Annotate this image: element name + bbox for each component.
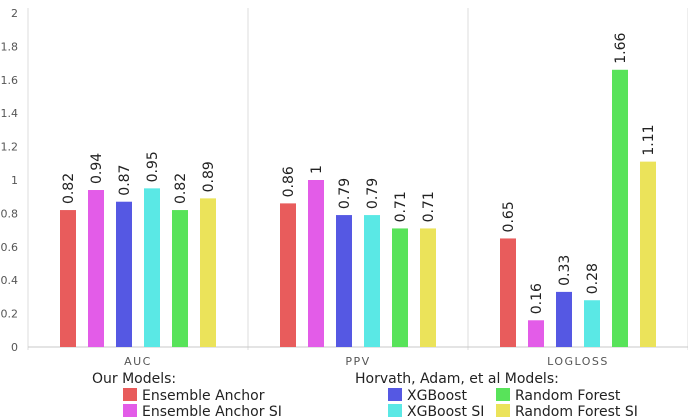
bar-random-forest-ppv xyxy=(392,228,408,347)
bar-random-forest-logloss xyxy=(612,69,628,347)
x-tick-label: LOGLOSS xyxy=(547,355,609,368)
y-tick-label: 2 xyxy=(11,7,18,20)
legend-group-title: Horvath, Adam, et al Models: xyxy=(355,371,559,387)
x-tick-label: PPV xyxy=(345,355,370,368)
data-label: 0.65 xyxy=(501,201,517,232)
legend-swatch-xgboost xyxy=(388,388,402,401)
y-tick-label: 1.2 xyxy=(1,141,19,154)
y-tick-label: 0.4 xyxy=(1,274,19,287)
bar-xgboost-si-logloss xyxy=(584,300,600,347)
data-label: 0.28 xyxy=(585,263,601,294)
data-label: 1.66 xyxy=(613,33,629,64)
data-label: 0.33 xyxy=(557,255,573,286)
data-label: 0.87 xyxy=(117,165,133,196)
chart-axes: 0 0.2 0.4 0.6 0.8 1 1.2 1.4 1.6 1.8 2 AUC PPV LOGLOSS xyxy=(1,7,688,368)
bar-xgboost-si-ppv xyxy=(364,215,380,347)
data-label: 0.89 xyxy=(201,161,217,192)
data-label: 0.86 xyxy=(281,166,297,197)
bar-ensemble-anchor-si-ppv xyxy=(308,180,324,347)
x-tick-label: AUC xyxy=(124,355,152,368)
legend-label-random-forest: Random Forest xyxy=(515,388,621,404)
data-label: 0.71 xyxy=(393,191,409,222)
y-tick-label: 1.8 xyxy=(1,40,19,53)
bar-ensemble-anchor-ppv xyxy=(280,203,296,347)
bar-ensemble-anchor-logloss xyxy=(500,238,516,347)
legend-swatch-random-forest xyxy=(496,388,510,401)
data-label: 0.79 xyxy=(365,178,381,209)
y-tick-label: 0.2 xyxy=(1,308,19,321)
y-tick-label: 1.6 xyxy=(1,74,19,87)
data-label: 0.16 xyxy=(529,283,545,314)
legend-swatch-ensemble-anchor-si xyxy=(123,404,137,417)
data-label: 0.71 xyxy=(421,191,437,222)
y-tick-label: 0.8 xyxy=(1,207,19,220)
data-label: 0.95 xyxy=(145,151,161,182)
bar-random-forest-si-auc xyxy=(200,198,216,347)
y-tick-label: 0.6 xyxy=(1,241,19,254)
bar-ensemble-anchor-auc xyxy=(60,210,76,347)
y-tick-label: 1 xyxy=(11,174,18,187)
legend-swatch-random-forest-si xyxy=(496,404,510,417)
data-label: 0.82 xyxy=(173,173,189,204)
bar-xgboost-si-auc xyxy=(144,188,160,347)
legend-label-ensemble-anchor-si: Ensemble Anchor SI xyxy=(142,404,282,419)
legend-group-title: Our Models: xyxy=(92,371,176,387)
bar-random-forest-si-logloss xyxy=(640,161,656,347)
legend-label-xgboost: XGBoost xyxy=(407,388,467,404)
bar-random-forest-auc xyxy=(172,210,188,347)
legend-label-ensemble-anchor: Ensemble Anchor xyxy=(142,388,265,404)
bar-random-forest-si-ppv xyxy=(420,228,436,347)
legend-swatch-ensemble-anchor xyxy=(123,388,137,401)
data-label: 1.11 xyxy=(641,124,657,155)
bar-ensemble-anchor-si-logloss xyxy=(528,320,544,347)
chart-bars: 0.82 0.94 0.87 0.95 0.82 0.89 0.86 1 0.79 0.79 0.7… xyxy=(60,33,657,347)
data-label: 1 xyxy=(309,165,325,174)
legend-swatch-xgboost-si xyxy=(388,404,402,417)
legend-label-xgboost-si: XGBoost SI xyxy=(407,404,484,419)
bar-xgboost-ppv xyxy=(336,215,352,347)
data-label: 0.94 xyxy=(89,153,105,184)
data-label: 0.82 xyxy=(61,173,77,204)
bar-xgboost-logloss xyxy=(556,291,572,347)
y-tick-label: 1.4 xyxy=(1,107,19,120)
legend-label-random-forest-si: Random Forest SI xyxy=(515,404,638,419)
bar-xgboost-auc xyxy=(116,201,132,347)
y-tick-label: 0 xyxy=(11,341,18,354)
chart-legend: Our Models: Horvath, Adam, et al Models: E… xyxy=(92,371,638,419)
bar-ensemble-anchor-si-auc xyxy=(88,190,104,347)
data-label: 0.79 xyxy=(337,178,353,209)
